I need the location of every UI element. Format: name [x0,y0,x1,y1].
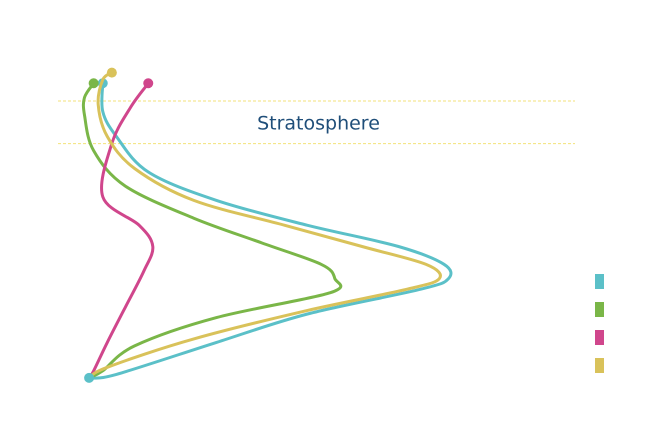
stratosphere-band: Stratosphere [58,100,575,145]
legend-swatch-3 [595,330,604,345]
series-layer [81,67,453,383]
series-line-3 [87,81,155,380]
series-end-point-2 [88,78,99,89]
series-start-point [84,372,95,383]
band-label: Stratosphere [257,112,380,134]
series-end-point-3 [143,78,154,89]
series-line-1 [87,81,453,380]
series-end-point-4 [106,67,117,78]
legend [595,274,604,373]
legend-swatch-1 [595,274,604,289]
series-line-4 [87,71,442,380]
legend-swatch-2 [595,302,604,317]
series-line-2 [81,81,343,380]
legend-swatch-4 [595,358,604,373]
